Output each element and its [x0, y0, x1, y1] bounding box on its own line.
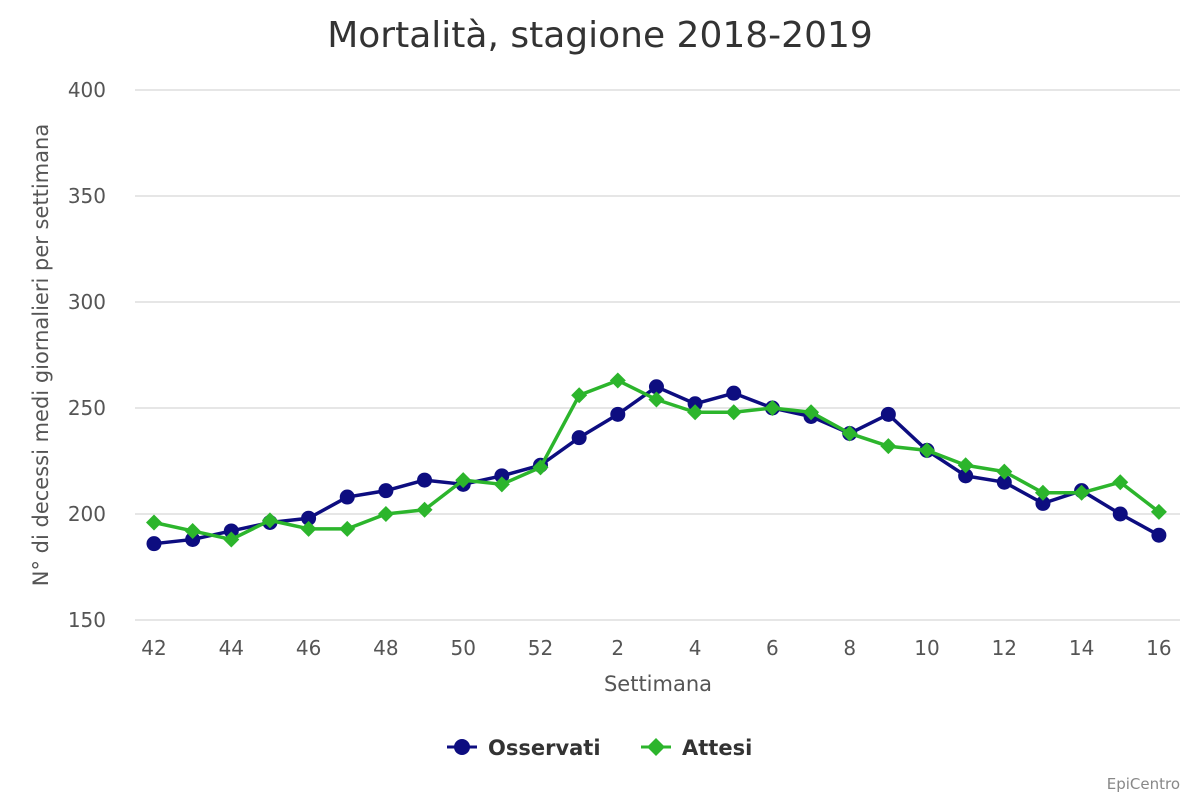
- point-attesi[interactable]: [803, 404, 820, 421]
- point-attesi[interactable]: [1073, 484, 1090, 501]
- x-axis-ticks: 42 44 46 48 50 52 2 4 6 8 10 12 14 16: [141, 636, 1171, 660]
- point-attesi[interactable]: [1034, 484, 1051, 501]
- point-attesi[interactable]: [377, 506, 394, 522]
- series-layer: [146, 372, 1167, 552]
- x-tick-label: 16: [1146, 636, 1171, 660]
- point-attesi[interactable]: [687, 404, 704, 421]
- point-attesi[interactable]: [648, 391, 665, 408]
- point-attesi[interactable]: [996, 463, 1013, 480]
- point-osservati[interactable]: [648, 379, 664, 395]
- legend-label-osservati: Osservati: [488, 736, 601, 760]
- point-attesi[interactable]: [184, 522, 201, 539]
- legend-marker-osservati: [454, 739, 470, 755]
- point-osservati[interactable]: [223, 523, 239, 539]
- point-attesi[interactable]: [725, 404, 742, 421]
- point-osservati[interactable]: [417, 472, 433, 488]
- point-osservati[interactable]: [571, 430, 587, 446]
- point-attesi[interactable]: [300, 520, 317, 537]
- x-tick-label: 46: [296, 636, 321, 660]
- y-tick-label: 250: [68, 396, 106, 420]
- y-tick-label: 400: [68, 78, 106, 102]
- point-osservati[interactable]: [1035, 495, 1051, 511]
- point-attesi[interactable]: [416, 501, 433, 518]
- legend[interactable]: Osservati Attesi: [447, 736, 752, 760]
- legend-item-osservati[interactable]: Osservati: [447, 736, 601, 760]
- point-attesi[interactable]: [609, 372, 626, 389]
- point-osservati[interactable]: [494, 468, 510, 484]
- point-attesi[interactable]: [880, 438, 897, 455]
- point-osservati[interactable]: [146, 536, 162, 552]
- x-tick-label: 4: [689, 636, 702, 660]
- y-tick-label: 150: [68, 608, 106, 632]
- point-osservati[interactable]: [610, 406, 626, 422]
- point-osservati[interactable]: [726, 385, 742, 401]
- y-axis-title: N° di decessi medi giornalieri per setti…: [29, 124, 53, 586]
- x-tick-label: 6: [766, 636, 779, 660]
- point-osservati[interactable]: [301, 510, 317, 526]
- point-osservati[interactable]: [996, 474, 1012, 490]
- y-tick-label: 300: [68, 290, 106, 314]
- point-attesi[interactable]: [261, 512, 278, 529]
- point-attesi[interactable]: [223, 531, 240, 548]
- chart-title: Mortalità, stagione 2018-2019: [327, 15, 873, 56]
- x-axis-title: Settimana: [604, 672, 712, 696]
- point-osservati[interactable]: [339, 489, 355, 505]
- credit-label[interactable]: EpiCentro: [1107, 775, 1180, 793]
- point-osservati[interactable]: [1112, 506, 1128, 522]
- y-tick-label: 350: [68, 184, 106, 208]
- x-tick-label: 48: [373, 636, 398, 660]
- x-tick-label: 42: [141, 636, 166, 660]
- point-attesi[interactable]: [1150, 503, 1167, 520]
- y-axis-ticks: 150 200 250 300 350 400: [68, 78, 106, 632]
- x-tick-label: 2: [611, 636, 624, 660]
- series-attesi: [146, 372, 1167, 548]
- x-tick-label: 8: [843, 636, 856, 660]
- y-tick-label: 200: [68, 502, 106, 526]
- point-osservati[interactable]: [185, 531, 201, 547]
- grid: [135, 89, 1180, 621]
- point-attesi[interactable]: [919, 442, 935, 459]
- legend-item-attesi[interactable]: Attesi: [641, 736, 752, 760]
- x-tick-label: 44: [219, 636, 244, 660]
- legend-label-attesi: Attesi: [682, 736, 752, 760]
- point-attesi[interactable]: [146, 514, 162, 531]
- point-osservati[interactable]: [958, 468, 974, 484]
- point-attesi[interactable]: [1112, 474, 1129, 491]
- point-attesi[interactable]: [957, 457, 974, 474]
- point-attesi[interactable]: [841, 425, 858, 442]
- legend-marker-attesi: [647, 738, 665, 756]
- point-attesi[interactable]: [493, 476, 510, 493]
- point-attesi[interactable]: [339, 520, 356, 537]
- point-osservati[interactable]: [880, 406, 896, 422]
- x-tick-label: 10: [914, 636, 939, 660]
- point-attesi[interactable]: [764, 400, 781, 416]
- point-osservati[interactable]: [378, 483, 394, 499]
- x-tick-label: 50: [450, 636, 475, 660]
- x-tick-label: 52: [528, 636, 553, 660]
- point-attesi[interactable]: [571, 387, 588, 404]
- x-tick-label: 14: [1069, 636, 1094, 660]
- x-tick-label: 12: [992, 636, 1017, 660]
- point-osservati[interactable]: [1151, 527, 1167, 543]
- point-attesi[interactable]: [455, 472, 472, 489]
- point-attesi[interactable]: [532, 459, 549, 476]
- point-osservati[interactable]: [687, 396, 703, 412]
